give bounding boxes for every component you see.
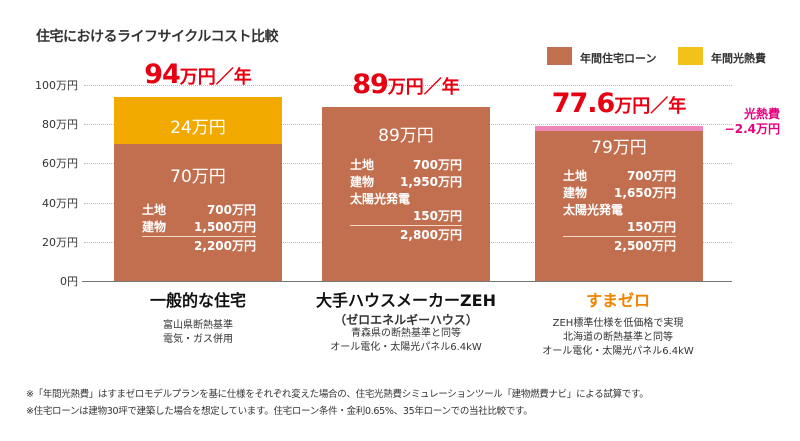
y-tick-label: 80万円 (42, 118, 78, 132)
bar-segment-energy-reduction (535, 126, 703, 131)
y-tick-label: 100万円 (35, 79, 78, 92)
bar-total-label: 77.6万円／年 (519, 88, 719, 119)
detail-row: 建物 1,500万円 (142, 218, 256, 235)
detail-value: 700万円 (206, 202, 256, 217)
category-desc: ZEH標準仕様を低価格で実現 (552, 318, 684, 329)
detail-key: 建物 (142, 219, 167, 234)
y-tick-label: 20万円 (42, 235, 78, 249)
total-unit: 万円／年 (387, 76, 460, 98)
energy-reduction-title: 光熱費 (743, 107, 780, 121)
gridline (84, 85, 732, 86)
detail-key: 建物 (350, 174, 375, 189)
detail-sum: 2,800万円 (400, 227, 462, 242)
category-subtitle: （ゼロエネルギーハウス） (334, 313, 478, 327)
detail-row: 土地 700万円 (350, 156, 462, 173)
category-label: 大手ハウスメーカーZEH (316, 291, 496, 310)
footnote: ※住宅ローンは建物30坪で建築した場合を想定しています。住宅ローン条件・金利0.… (26, 406, 533, 417)
total-number: 89 (352, 68, 389, 100)
energy-reduction-label: 光熱費 −2.4万円 (708, 107, 780, 137)
detail-key: 土地 (350, 157, 375, 172)
detail-key: 建物 (563, 185, 588, 200)
segment-label: 79万円 (591, 137, 647, 158)
y-tick-label: 40万円 (42, 196, 78, 210)
category-desc: 電気・ガス併用 (163, 334, 233, 345)
category-label: 一般的な住宅 (149, 291, 246, 310)
category-desc: オール電化・太陽光パネル6.4kW (330, 342, 482, 353)
bar-segment-loan: 89万円 土地 700万円 建物 1,950万円 太陽光発電 150万円 2,800… (322, 106, 490, 281)
detail-value: 700万円 (626, 168, 676, 183)
bar-segment-energy: 24万円 (114, 96, 282, 144)
legend-swatch-loan (547, 47, 572, 65)
footnote: ※「年間光熱費」はすまゼロモデルプランを基に仕様をそれぞれ変えた場合の、住宅光熱… (26, 389, 649, 400)
detail-row: 建物 1,950万円 (350, 173, 462, 190)
detail-row: 土地 700万円 (563, 167, 676, 184)
category-desc: 富山県断熱基準 (163, 320, 233, 331)
total-number: 77.6 (551, 88, 616, 120)
total-number: 94 (144, 58, 181, 90)
chart-title: 住宅におけるライフサイクルコスト比較 (36, 29, 279, 45)
energy-reduction-value: −2.4万円 (724, 122, 780, 136)
detail-value: 700万円 (412, 157, 462, 172)
y-tick-label: 60万円 (42, 157, 78, 171)
segment-label: 89万円 (378, 125, 434, 146)
y-tick-label: 0円 (60, 275, 78, 288)
bar-segment-loan: 79万円 土地 700万円 建物 1,650万円 太陽光発電 150万円 2,500… (535, 130, 703, 281)
x-axis-baseline (82, 281, 732, 282)
detail-sum: 2,500万円 (614, 238, 676, 253)
detail-key: 太陽光発電 (563, 202, 624, 217)
legend-label-loan: 年間住宅ローン (580, 52, 657, 65)
segment-label: 70万円 (170, 166, 226, 187)
detail-sum: 2,200万円 (194, 238, 256, 253)
category-block: 一般的な住宅 富山県断熱基準 電気・ガス併用 (98, 287, 298, 347)
detail-row: 土地 700万円 (142, 201, 256, 218)
category-block: 大手ハウスメーカーZEH （ゼロエネルギーハウス） 青森県の断熱基準と同等 オー… (306, 287, 506, 355)
detail-row: 建物 1,650万円 (563, 184, 676, 201)
detail-key: 土地 (142, 202, 167, 217)
detail-value: 1,950万円 (400, 174, 462, 189)
detail-key: 土地 (563, 168, 588, 183)
bar-total-label: 94万円／年 (98, 59, 298, 90)
legend-label-energy: 年間光熱費 (711, 52, 766, 65)
detail-value: 150万円 (412, 208, 462, 223)
category-label: すまゼロ (585, 291, 650, 310)
total-unit: 万円／年 (614, 96, 687, 118)
category-block: すまゼロ ZEH標準仕様を低価格で実現 北海道の断熱基準と同等 オール電化・太陽… (518, 287, 718, 359)
category-desc: 青森県の断熱基準と同等 (351, 328, 461, 339)
total-unit: 万円／年 (179, 66, 252, 88)
segment-label: 24万円 (170, 117, 226, 138)
bar-segment-loan: 70万円 土地 700万円 建物 1,500万円 2,200万円 (114, 143, 282, 281)
category-desc: オール電化・太陽光パネル6.4kW (542, 346, 694, 357)
legend-swatch-energy (678, 47, 703, 65)
detail-key: 太陽光発電 (350, 191, 411, 206)
detail-value: 150万円 (626, 219, 676, 234)
category-desc: 北海道の断熱基準と同等 (563, 332, 673, 343)
detail-value: 1,500万円 (194, 219, 256, 234)
detail-value: 1,650万円 (614, 185, 676, 200)
bar-total-label: 89万円／年 (306, 69, 506, 100)
